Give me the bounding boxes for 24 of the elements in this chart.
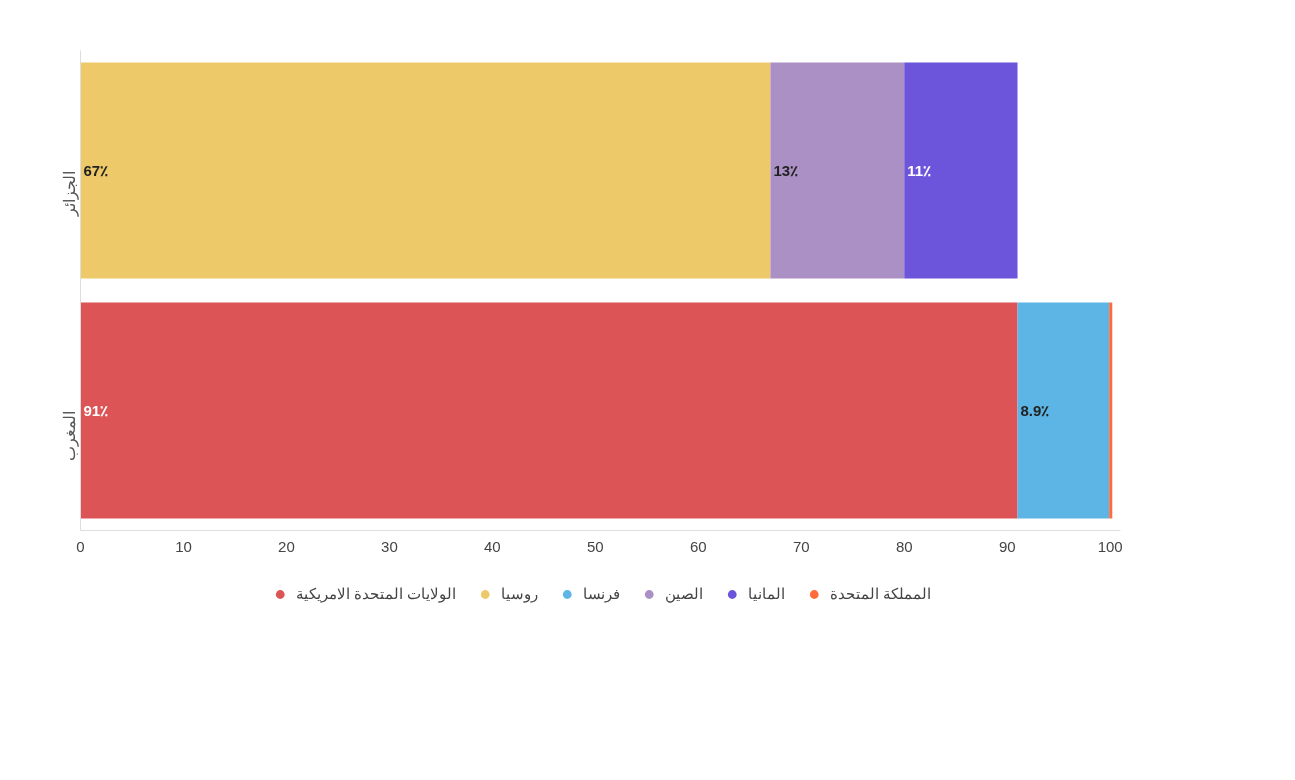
y-tick-label: المغرب [61,410,79,461]
x-tick-label: 0 [76,537,85,555]
legend-label: الولايات المتحدة الامريكية [295,585,457,603]
x-tick-label: 40 [484,537,501,555]
x-tick-label: 10 [175,537,192,555]
legend-label: المانيا [748,585,786,603]
legend-label: الصين [665,585,704,603]
x-tick-label: 50 [587,537,604,555]
x-tick-label: 70 [792,537,810,555]
legend-label: فرنسا [583,585,621,603]
x-tick-label: 90 [998,537,1016,555]
data-label: 8.9٪ [1020,402,1050,419]
x-tick-label: 60 [689,537,707,555]
x-tick-label: 20 [278,537,295,555]
legend-label: روسيا [501,585,539,603]
x-tick-label: 100 [1097,537,1123,555]
data-label: 11٪ [907,162,932,179]
data-label: 67٪ [83,162,109,179]
x-tick-label: 30 [381,537,398,555]
y-tick-label: الجزائر [61,170,79,217]
data-label: 13٪ [773,162,799,179]
x-tick-label: 80 [895,537,913,555]
data-label: 91٪ [83,402,109,419]
legend-label: المملكة المتحدة [830,585,932,603]
